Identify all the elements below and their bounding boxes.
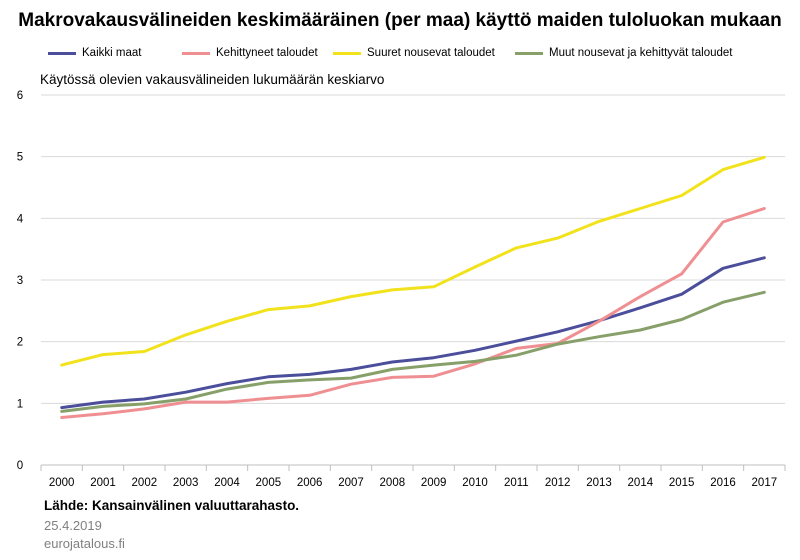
y-tick-label: 5 <box>17 152 23 164</box>
x-tick-label: 2008 <box>380 477 406 489</box>
legend-label-muut: Muut nousevat ja kehittyvät taloudet <box>549 47 733 59</box>
legend-label-kaikki-maat: Kaikki maat <box>82 47 142 59</box>
y-axis-title: Käytössä olevien vakausvälineiden lukumä… <box>40 72 385 87</box>
y-tick-label: 2 <box>17 337 23 349</box>
legend-swatch-kaikki-maat <box>48 51 76 55</box>
x-tick-label: 2017 <box>752 477 778 489</box>
x-tick-label: 2010 <box>462 477 488 489</box>
publish-date: 25.4.2019 <box>44 518 102 533</box>
x-tick-label: 2001 <box>90 477 116 489</box>
series-line-3 <box>60 155 766 367</box>
x-tick-label: 2005 <box>256 477 282 489</box>
x-tick-label: 2015 <box>669 477 695 489</box>
legend-item-muut: Muut nousevat ja kehittyvät taloudet <box>515 47 732 59</box>
chart-title: Makrovakausvälineiden keskimääräinen (pe… <box>18 10 782 31</box>
x-tick-label: 2012 <box>545 477 571 489</box>
line-chart: 0 1 2 3 4 5 6 2000 2001 2002 2003 2004 2005 2006 2007 2… <box>17 90 786 489</box>
x-tick-label: 2003 <box>173 477 199 489</box>
y-tick-label: 1 <box>17 398 23 410</box>
legend-item-kaikki-maat: Kaikki maat <box>48 47 141 59</box>
y-tick-label: 3 <box>17 275 23 287</box>
x-tick-label: 2013 <box>586 477 612 489</box>
y-tick-label: 6 <box>17 90 23 102</box>
x-tick-label: 2016 <box>710 477 736 489</box>
legend-label-kehittyneet: Kehittyneet taloudet <box>216 47 318 59</box>
series-line-1 <box>60 256 766 410</box>
y-tick-label: 0 <box>17 460 23 472</box>
legend-item-kehittyneet: Kehittyneet taloudet <box>182 47 318 59</box>
x-tick-label: 2014 <box>628 477 654 489</box>
legend-label-suuret: Suuret nousevat taloudet <box>367 47 495 59</box>
series-line-4 <box>60 290 766 413</box>
legend-swatch-suuret <box>333 51 361 55</box>
x-tick-label: 2007 <box>338 477 364 489</box>
legend-item-suuret: Suuret nousevat taloudet <box>333 47 495 59</box>
legend: Kaikki maat Kehittyneet taloudet Suuret … <box>40 47 800 65</box>
y-tick-label: 4 <box>17 213 24 225</box>
series-line-2 <box>60 207 766 419</box>
x-tick-label: 2004 <box>214 477 240 489</box>
source-note: Lähde: Kansainvälinen valuuttarahasto. <box>44 498 300 513</box>
x-tick-label: 2006 <box>297 477 323 489</box>
legend-swatch-kehittyneet <box>182 51 210 55</box>
legend-swatch-muut <box>515 51 543 55</box>
x-tick-label: 2011 <box>504 477 529 489</box>
site-name: eurojatalous.fi <box>44 536 125 551</box>
x-tick-label: 2000 <box>49 477 75 489</box>
x-tick-label: 2002 <box>132 477 158 489</box>
x-tick-label: 2009 <box>421 477 447 489</box>
